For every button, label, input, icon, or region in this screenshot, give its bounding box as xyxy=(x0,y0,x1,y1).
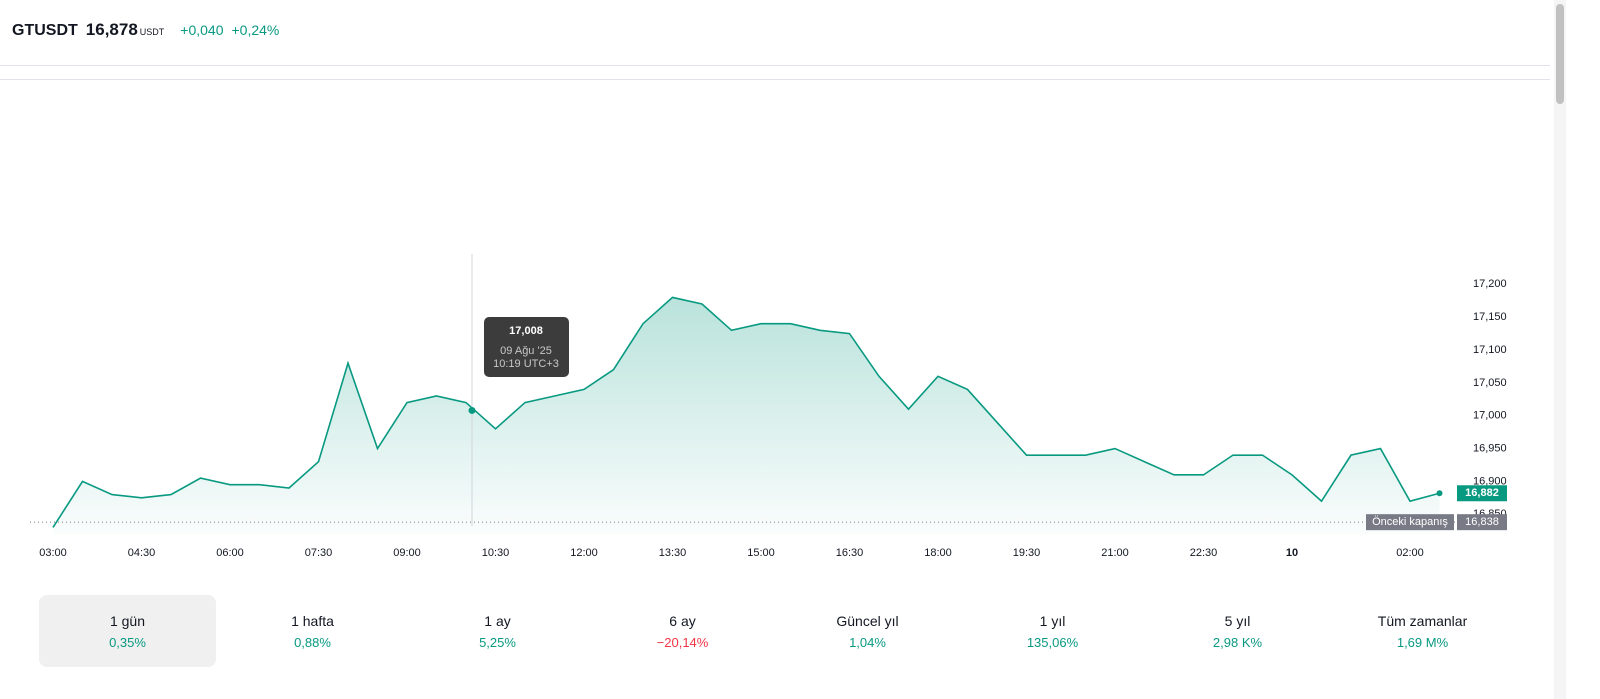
period-bar: 1 gün 0,35% 1 hafta 0,88% 1 ay 5,25% 6 ay −20,1… xyxy=(39,595,1519,667)
previous-close-label: 16,838 xyxy=(1465,516,1499,528)
period-label: 5 yıl xyxy=(1224,612,1251,629)
last-price-box xyxy=(1457,485,1507,502)
divider xyxy=(0,65,1550,66)
period-label: 1 gün xyxy=(109,612,146,629)
x-tick-label: 10 xyxy=(1286,547,1298,559)
period-label: Tüm zamanlar xyxy=(1377,612,1468,629)
previous-close-tag xyxy=(1366,514,1454,531)
y-tick-label: 17,000 xyxy=(1473,410,1507,422)
previous-close-name: Önceki kapanış xyxy=(1372,516,1448,528)
y-tick-label: 17,150 xyxy=(1473,311,1507,323)
x-tick-label: 02:00 xyxy=(1396,547,1424,559)
period-button[interactable]: 1 yıl 135,06% xyxy=(964,595,1141,667)
period-change: 0,35% xyxy=(109,634,146,650)
previous-close-box xyxy=(1457,514,1507,531)
period-change: 135,06% xyxy=(1026,634,1079,650)
x-tick-label: 21:00 xyxy=(1101,547,1129,559)
period-label: 1 yıl xyxy=(1039,612,1066,629)
x-tick-label: 18:00 xyxy=(924,547,952,559)
y-tick-label: 16,950 xyxy=(1473,442,1507,454)
chart: 16,85016,90016,95017,00017,05017,10017,1… xyxy=(30,254,1507,559)
price: 16,878 xyxy=(85,20,138,39)
x-tick-label: 19:30 xyxy=(1013,547,1041,559)
period-label: 1 hafta xyxy=(291,612,334,629)
scroll-thumb[interactable] xyxy=(1556,4,1564,104)
tooltip-box xyxy=(484,317,569,377)
y-tick-label: 17,100 xyxy=(1473,344,1507,356)
x-tick-label: 04:30 xyxy=(128,547,156,559)
period-button[interactable]: 1 hafta 0,88% xyxy=(224,595,401,667)
currency: USDT xyxy=(139,27,165,37)
x-tick-label: 22:30 xyxy=(1190,547,1218,559)
y-tick-label: 17,200 xyxy=(1473,278,1507,290)
period-change: −20,14% xyxy=(656,634,709,650)
period-button[interactable]: 5 yıl 2,98 K% xyxy=(1149,595,1326,667)
period-button[interactable]: 1 gün 0,35% xyxy=(39,595,216,667)
change-percent: +0,24% xyxy=(231,22,280,38)
x-tick-label: 03:00 xyxy=(39,547,67,559)
period-label: 6 ay xyxy=(669,612,696,629)
scrollbar[interactable] xyxy=(1554,0,1566,699)
y-tick-label: 17,050 xyxy=(1473,377,1507,389)
x-tick-label: 07:30 xyxy=(305,547,333,559)
tooltip-value: 17,008 xyxy=(509,325,543,337)
last-price-label: 16,882 xyxy=(1465,487,1499,499)
area xyxy=(53,297,1440,534)
x-tick-label: 15:00 xyxy=(747,547,775,559)
period-change: 2,98 K% xyxy=(1212,634,1263,650)
symbol: GTUSDT xyxy=(12,22,78,39)
x-tick-label: 06:00 xyxy=(216,547,244,559)
period-change: 1,04% xyxy=(849,634,886,650)
x-tick-label: 10:30 xyxy=(482,547,510,559)
header: GTUSDT 16,878 USDT +0,040 +0,24% xyxy=(12,20,279,44)
period-button[interactable]: Güncel yıl 1,04% xyxy=(779,595,956,667)
last-point xyxy=(1436,490,1443,497)
x-tick-label: 12:00 xyxy=(570,547,598,559)
divider xyxy=(0,79,1550,80)
price-line xyxy=(52,296,1440,528)
x-tick-label: 16:30 xyxy=(836,547,864,559)
tooltip-time: 10:19 UTC+3 xyxy=(493,358,559,370)
hover-point xyxy=(468,406,476,414)
period-button[interactable]: 6 ay −20,14% xyxy=(594,595,771,667)
period-change: 5,25% xyxy=(479,634,516,650)
period-change: 0,88% xyxy=(294,634,331,650)
change: +0,040 xyxy=(180,22,224,38)
x-tick-label: 09:00 xyxy=(393,547,421,559)
period-label: Güncel yıl xyxy=(836,612,899,629)
period-button[interactable]: 1 ay 5,25% xyxy=(409,595,586,667)
period-button[interactable]: Tüm zamanlar 1,69 M% xyxy=(1334,595,1511,667)
period-label: 1 ay xyxy=(484,612,511,629)
period-change: 1,69 M% xyxy=(1396,634,1449,650)
tooltip-date: 09 Ağu '25 xyxy=(500,345,552,357)
y-tick-label: 16,900 xyxy=(1473,475,1507,487)
x-tick-label: 13:30 xyxy=(659,547,687,559)
